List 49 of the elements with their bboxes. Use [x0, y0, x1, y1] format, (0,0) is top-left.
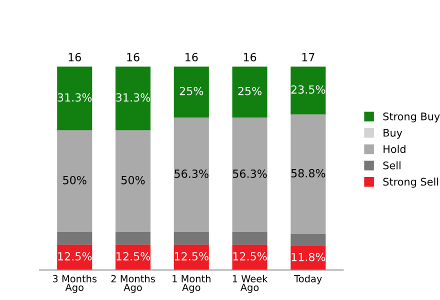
data-label: 25% — [180, 86, 204, 96]
data-label: 12.5% — [233, 252, 267, 261]
data-label: 12.5% — [58, 252, 92, 261]
data-label: 12.5% — [116, 252, 150, 261]
bar — [232, 232, 268, 245]
bar — [232, 244, 268, 270]
annotation: 16 — [244, 53, 256, 62]
data-label: 31.3% — [58, 93, 92, 102]
bar — [290, 234, 326, 246]
data-label: 50% — [63, 176, 86, 184]
bar — [116, 66, 151, 130]
legend-label: Sell — [383, 161, 400, 170]
data-label: 11.8% — [292, 252, 326, 262]
bar — [57, 130, 92, 232]
legend-label: Buy — [384, 128, 402, 139]
x-tick-label: 1 Week Ago — [232, 274, 268, 293]
x-tick-label: Today — [294, 274, 322, 284]
data-label: 50% — [122, 176, 145, 184]
bar — [174, 244, 209, 270]
bar — [57, 232, 92, 245]
bar — [174, 117, 209, 232]
bar — [116, 232, 151, 245]
bar — [290, 114, 326, 234]
legend-label: Strong Sell — [383, 178, 438, 188]
x-tick-label: 3 Months Ago — [52, 274, 97, 293]
data-label: 56.3% — [174, 170, 208, 178]
data-label: 58.8% — [291, 169, 326, 178]
bar — [174, 232, 209, 245]
bar — [57, 244, 92, 270]
bar — [174, 66, 209, 118]
legend-label: Hold — [384, 144, 406, 154]
data-label: 56.3% — [232, 170, 267, 178]
annotation: 17 — [302, 53, 314, 62]
bar — [232, 66, 268, 118]
data-label: 25% — [238, 86, 262, 96]
x-tick-label: 1 Month Ago — [172, 274, 210, 293]
bar — [116, 130, 151, 232]
x-tick-label: 2 Months Ago — [111, 274, 155, 293]
data-label: 31.3% — [116, 93, 150, 102]
annotation: 16 — [186, 53, 198, 62]
bar — [290, 66, 326, 114]
bar — [57, 66, 92, 130]
legend-label: Strong Buy — [383, 112, 440, 122]
bar — [116, 244, 151, 270]
annotation: 16 — [127, 53, 140, 62]
data-label: 23.5% — [291, 85, 326, 94]
data-label: 12.5% — [174, 252, 208, 261]
annotation: 16 — [68, 53, 81, 62]
bar — [232, 117, 268, 232]
